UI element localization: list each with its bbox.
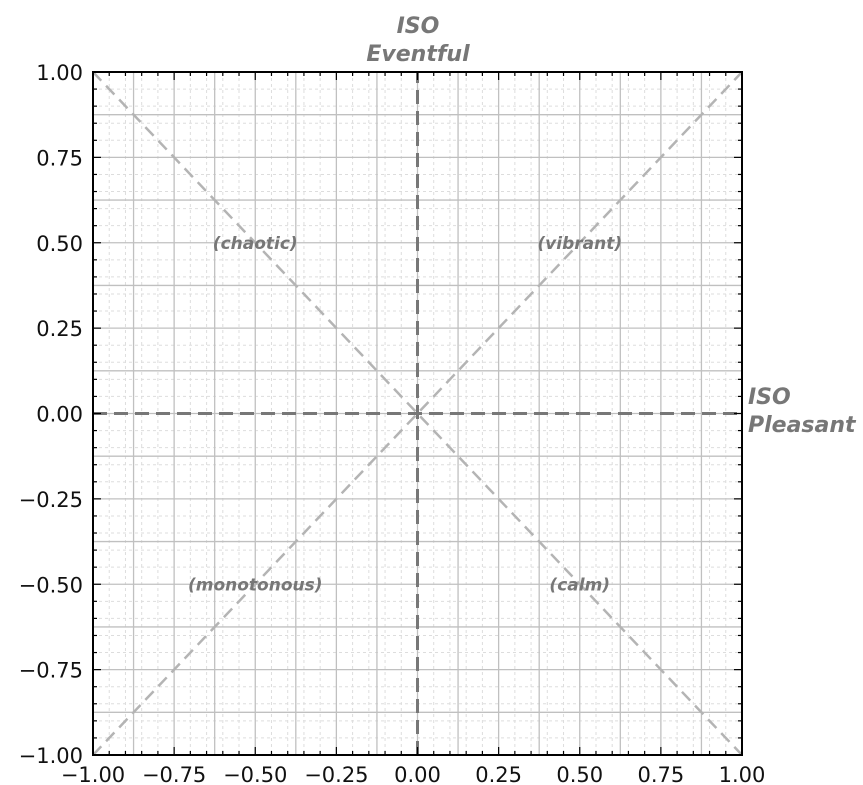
y-tick-label: 0.25	[36, 317, 83, 341]
annotation-calm: (calm)	[549, 575, 610, 595]
x-tick-label: −1.00	[61, 763, 125, 785]
y-tick-label: 1.00	[36, 61, 83, 85]
y-axis-title-line2: Eventful	[366, 42, 470, 67]
y-tick-labels: 1.00 0.75 0.50 0.25 0.00 −0.25 −0.50 −0.75 −1.00	[19, 61, 83, 768]
y-axis-title-line1: ISO	[397, 14, 440, 39]
y-tick-label: 0.50	[36, 232, 83, 256]
x-tick-label: 0.00	[394, 763, 441, 785]
y-tick-label: −0.25	[19, 488, 83, 512]
reference-lines	[92, 71, 743, 756]
x-tick-label: 1.00	[719, 763, 766, 785]
y-tick-label: −1.00	[19, 744, 83, 768]
x-tick-label: −0.75	[142, 763, 206, 785]
x-tick-label: −0.50	[223, 763, 287, 785]
y-tick-label: −0.75	[19, 659, 83, 683]
x-tick-label: 0.75	[637, 763, 684, 785]
annotation-chaotic: (chaotic)	[213, 234, 298, 254]
y-tick-label: 0.75	[36, 146, 83, 170]
x-axis-title-line2: Pleasant	[748, 413, 857, 438]
reference-line-diagonal-negative	[92, 71, 743, 756]
annotation-monotonous: (monotonous)	[188, 575, 323, 595]
region-annotations: (chaotic) (vibrant) (monotonous) (calm)	[188, 234, 622, 596]
annotation-vibrant: (vibrant)	[537, 234, 622, 254]
y-tick-label: −0.50	[19, 573, 83, 597]
x-axis-title-line1: ISO	[748, 385, 791, 410]
y-tick-label: 0.00	[36, 403, 83, 427]
x-tick-label: 0.25	[475, 763, 522, 785]
x-tick-labels: −1.00 −0.75 −0.50 −0.25 0.00 0.25 0.50 0.75 1.00	[61, 763, 766, 785]
plot-frame	[92, 71, 743, 756]
x-tick-label: −0.25	[304, 763, 368, 785]
reference-line-diagonal-positive	[92, 71, 743, 756]
x-tick-label: 0.50	[556, 763, 603, 785]
